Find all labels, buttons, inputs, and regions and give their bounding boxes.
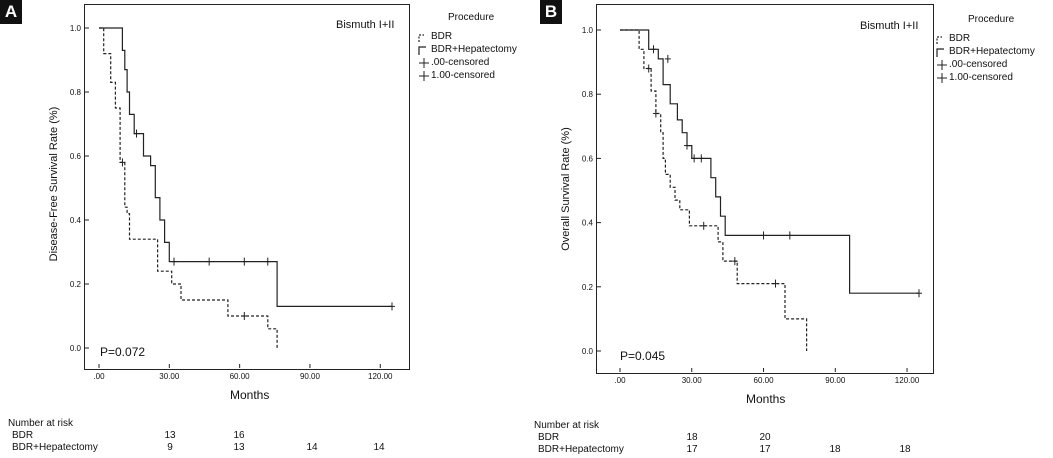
y-tick-label: 0.8 [582, 90, 594, 99]
censor-mark [700, 221, 707, 230]
x-tick-label: 120.00 [895, 376, 920, 385]
legend-label: .00-censored [949, 59, 1008, 70]
censor-mark [698, 154, 705, 163]
censor-mark [645, 64, 652, 73]
censor-mark [683, 141, 690, 150]
risk-cell: 18 [686, 432, 698, 443]
x-tick-label: .00 [614, 376, 626, 385]
censor-mark [786, 231, 793, 240]
plot-area [84, 4, 410, 370]
risk-cell: 9 [167, 442, 173, 453]
y-tick-label: 0.6 [582, 154, 594, 163]
risk-cell: 17 [759, 444, 771, 455]
risk-row-label: BDR+Hepatectomy [538, 444, 624, 455]
legend-label: .00-censored [431, 57, 490, 68]
legend-label: BDR [949, 33, 971, 44]
km-chart-b: 0.0 0.2 0.4 0.6 0.8 1.0 .00 30.00 60.00 90.00 120.… [582, 26, 922, 385]
y-tick-label: 1.0 [582, 26, 594, 35]
risk-table-title: Number at risk [8, 418, 74, 429]
x-tick-label: .00 [93, 372, 105, 381]
y-tick-label: 0.8 [70, 88, 82, 97]
legend: Procedure BDR BDR+Hepatectomy .00-censor… [418, 12, 518, 82]
x-tick-label: 90.00 [300, 372, 321, 381]
panel-b: B 0.0 0.2 0.4 0.6 0.8 1.0 .00 30.00 60.00 90.00 12… [528, 0, 1053, 458]
p-value: P=0.072 [100, 345, 146, 359]
x-tick-label: 60.00 [230, 372, 251, 381]
risk-cell: 18 [899, 444, 911, 455]
legend-title: Procedure [448, 12, 495, 23]
x-tick-label: 30.00 [159, 372, 180, 381]
risk-row-label: BDR+Hepatectomy [12, 442, 98, 453]
legend-label: BDR+Hepatectomy [431, 44, 517, 55]
panel-label: A [0, 0, 22, 24]
x-axis-label: Months [746, 392, 786, 406]
km-chart-a: 0.0 0.2 0.4 0.6 0.8 1.0 .00 30.00 60.00 90.00 120.… [70, 24, 395, 381]
survival-curve-bdr-hepatectomy [620, 29, 919, 294]
panel-label: B [540, 0, 562, 24]
censor-mark [171, 257, 178, 266]
censor-mark [772, 279, 779, 288]
risk-cell: 13 [164, 430, 176, 441]
censor-mark [206, 257, 213, 266]
risk-cell: 18 [829, 444, 841, 455]
y-tick-label: 0.0 [70, 344, 82, 353]
x-tick-label: 120.00 [368, 372, 393, 381]
censor-mark [760, 231, 767, 240]
legend-label: 1.00-censored [431, 70, 495, 81]
censor-mark [731, 257, 738, 266]
survival-curve-bdr-hepatectomy [99, 27, 392, 307]
censor-mark [241, 257, 248, 266]
risk-cell: 17 [686, 444, 698, 455]
censor-mark [650, 45, 657, 54]
legend-label: BDR+Hepatectomy [949, 46, 1035, 57]
y-tick-label: 0.0 [582, 347, 594, 356]
legend: Procedure BDR BDR+Hepatectomy .00-censor… [936, 14, 1051, 84]
survival-curve-bdr [620, 29, 808, 351]
chart-subtitle: Bismuth I+II [336, 19, 395, 31]
legend-label: 1.00-censored [949, 72, 1013, 83]
risk-cell: 16 [233, 430, 245, 441]
censor-mark [133, 129, 140, 138]
censor-mark [119, 158, 126, 167]
censor-mark [389, 302, 395, 311]
x-tick-label: 30.00 [682, 376, 703, 385]
risk-row-label: BDR [12, 430, 34, 441]
censor-mark [664, 54, 671, 63]
y-tick-label: 0.4 [70, 216, 82, 225]
legend-title: Procedure [968, 14, 1015, 25]
survival-curve-bdr [99, 27, 278, 348]
y-axis-label: Disease-Free Survival Rate (%) [48, 106, 60, 262]
risk-row-label: BDR [538, 432, 560, 443]
censor-mark [691, 154, 698, 163]
risk-cell: 20 [759, 432, 771, 443]
censor-mark [264, 257, 271, 266]
y-tick-label: 0.6 [70, 152, 82, 161]
censor-mark [652, 109, 659, 118]
legend-label: BDR [431, 31, 453, 42]
y-axis-label: Overall Survival Rate (%) [560, 127, 572, 251]
y-tick-label: 1.0 [70, 24, 82, 33]
p-value: P=0.045 [620, 349, 666, 363]
censor-mark [916, 289, 922, 298]
panel-a: A 0.0 0.2 0.4 0.6 0.8 1.0 .00 30.00 60.00 90.00 12… [0, 0, 520, 458]
x-tick-label: 60.00 [754, 376, 775, 385]
x-tick-label: 90.00 [825, 376, 846, 385]
y-tick-label: 0.4 [582, 219, 594, 228]
y-tick-label: 0.2 [70, 280, 82, 289]
risk-cell: 14 [306, 442, 318, 453]
risk-table-title: Number at risk [534, 420, 600, 431]
chart-subtitle: Bismuth I+II [860, 20, 919, 32]
risk-cell: 13 [233, 442, 245, 453]
plot-area [596, 4, 934, 374]
censor-mark [241, 312, 248, 320]
risk-cell: 14 [373, 442, 385, 453]
x-axis-label: Months [230, 388, 270, 402]
y-tick-label: 0.2 [582, 283, 594, 292]
